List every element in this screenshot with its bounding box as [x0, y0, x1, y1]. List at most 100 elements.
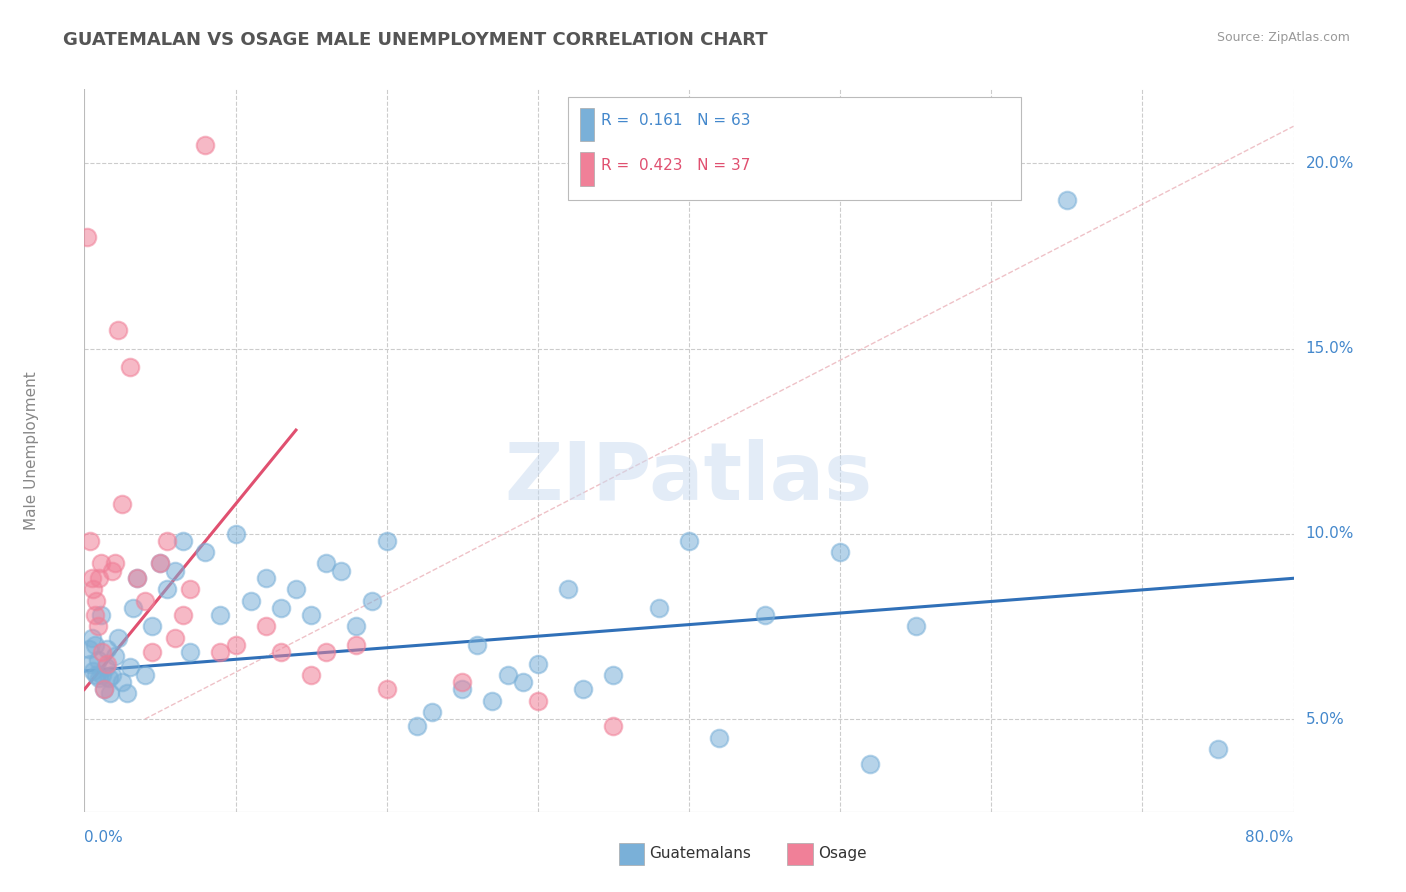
Point — [149, 557, 172, 571]
Point — [406, 719, 429, 733]
Point — [91, 667, 114, 681]
Point — [648, 601, 671, 615]
Point — [467, 638, 489, 652]
Point — [84, 608, 107, 623]
Point — [172, 608, 194, 623]
Point — [904, 619, 927, 633]
Point — [194, 545, 217, 559]
Text: Osage: Osage — [818, 847, 868, 861]
Point — [96, 641, 118, 656]
Point — [90, 608, 112, 623]
Point — [86, 593, 108, 607]
Text: 80.0%: 80.0% — [1246, 830, 1294, 846]
Point — [299, 667, 322, 681]
Point — [194, 137, 217, 152]
Point — [451, 682, 474, 697]
Point — [104, 649, 127, 664]
Point — [512, 675, 534, 690]
Text: R =  0.423   N = 37: R = 0.423 N = 37 — [602, 158, 751, 173]
Point — [330, 564, 353, 578]
Point — [156, 582, 179, 597]
Point — [100, 564, 122, 578]
Point — [709, 731, 731, 745]
Text: ZIPatlas: ZIPatlas — [505, 439, 873, 517]
Point — [80, 571, 103, 585]
Point — [141, 619, 163, 633]
Point — [97, 671, 120, 685]
Point — [179, 582, 201, 597]
Point — [86, 667, 108, 681]
Point — [79, 657, 101, 671]
Point — [172, 534, 194, 549]
Point — [451, 675, 474, 690]
Text: 5.0%: 5.0% — [1306, 712, 1344, 727]
Point — [179, 645, 201, 659]
Point — [91, 645, 114, 659]
Point — [89, 571, 111, 585]
Point — [127, 571, 149, 585]
Point — [156, 534, 179, 549]
Text: Male Unemployment: Male Unemployment — [24, 371, 39, 530]
Point — [118, 660, 141, 674]
Point — [315, 645, 337, 659]
Text: R =  0.161   N = 63: R = 0.161 N = 63 — [602, 113, 751, 128]
Point — [209, 645, 232, 659]
Point — [254, 571, 277, 585]
Point — [754, 608, 776, 623]
Point — [79, 534, 101, 549]
Point — [111, 497, 134, 511]
Point — [1206, 741, 1229, 756]
Point — [1056, 194, 1078, 208]
Point — [76, 230, 98, 244]
Point — [678, 534, 700, 549]
Point — [165, 631, 187, 645]
Point — [94, 660, 117, 674]
Point — [315, 557, 337, 571]
Text: GUATEMALAN VS OSAGE MALE UNEMPLOYMENT CORRELATION CHART: GUATEMALAN VS OSAGE MALE UNEMPLOYMENT CO… — [63, 31, 768, 49]
Point — [225, 638, 247, 652]
Point — [225, 526, 247, 541]
Point — [254, 619, 277, 633]
Point — [104, 557, 127, 571]
FancyBboxPatch shape — [581, 108, 593, 141]
Point — [830, 545, 852, 559]
Point — [87, 619, 110, 633]
Point — [285, 582, 308, 597]
Point — [121, 601, 143, 615]
Point — [77, 641, 100, 656]
FancyBboxPatch shape — [568, 96, 1022, 201]
Text: Guatemalans: Guatemalans — [650, 847, 751, 861]
Point — [602, 667, 624, 681]
Point — [118, 360, 141, 375]
Point — [527, 693, 550, 707]
Point — [98, 686, 121, 700]
Point — [270, 601, 292, 615]
Point — [375, 682, 398, 697]
Point — [93, 682, 115, 697]
Point — [270, 645, 292, 659]
Point — [346, 638, 368, 652]
Point — [346, 619, 368, 633]
Point — [557, 582, 579, 597]
Point — [141, 645, 163, 659]
Point — [134, 593, 156, 607]
Point — [209, 608, 232, 623]
FancyBboxPatch shape — [581, 153, 593, 186]
Point — [93, 682, 115, 697]
Point — [115, 686, 138, 700]
Point — [481, 693, 503, 707]
Point — [80, 631, 103, 645]
Point — [572, 682, 595, 697]
Point — [299, 608, 322, 623]
Point — [165, 564, 187, 578]
Point — [127, 571, 149, 585]
Point — [496, 667, 519, 681]
Point — [420, 705, 443, 719]
Point — [84, 638, 107, 652]
Point — [360, 593, 382, 607]
Point — [859, 756, 882, 771]
Point — [90, 557, 112, 571]
Text: Source: ZipAtlas.com: Source: ZipAtlas.com — [1216, 31, 1350, 45]
Text: 20.0%: 20.0% — [1306, 156, 1354, 170]
Point — [82, 664, 104, 678]
